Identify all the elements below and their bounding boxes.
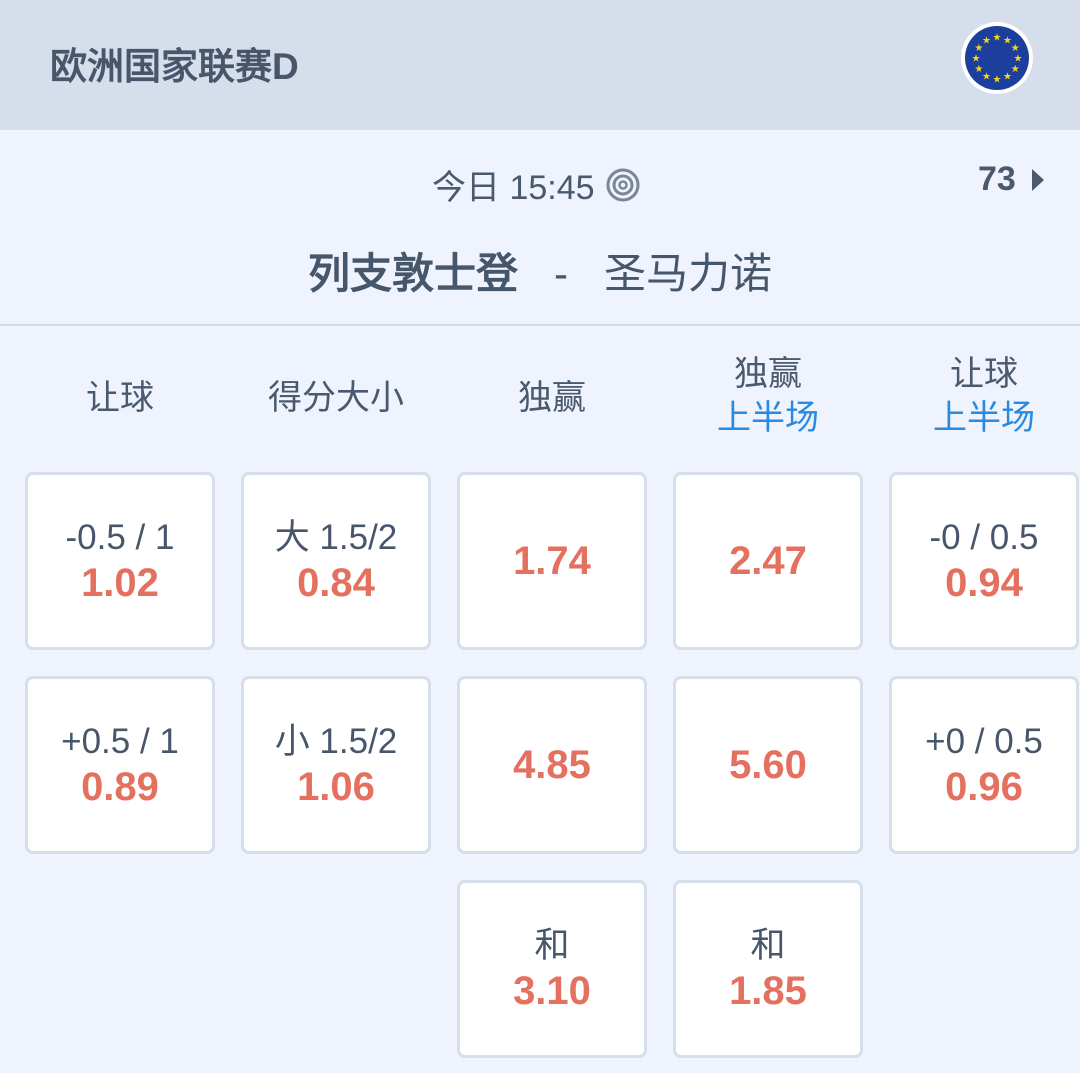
svg-text:★: ★ (1003, 72, 1012, 83)
odds-cell[interactable]: 4.85 (457, 676, 647, 854)
odds-value: 1.74 (513, 539, 591, 583)
odds-value: 0.96 (945, 765, 1023, 809)
match-time: 今日 15:45 (432, 160, 641, 209)
column-subtitle: 上半场 (717, 399, 819, 437)
column-title: 让球 (86, 379, 154, 417)
odds-cell[interactable]: +0.5 / 1 0.89 (25, 676, 215, 854)
odds-cell[interactable]: 大 1.5/2 0.84 (241, 472, 431, 650)
svg-text:★: ★ (1011, 64, 1020, 75)
handicap-line: -0.5 / 1 (65, 518, 175, 557)
league-title: 欧洲国家联赛D (50, 46, 299, 87)
svg-text:★: ★ (993, 75, 1002, 86)
handicap-line: -0 / 0.5 (929, 518, 1039, 557)
away-team: 圣马力诺 (604, 250, 773, 297)
odds-cell[interactable]: -0 / 0.5 0.94 (889, 472, 1079, 650)
column-header: 让球 上半场 (889, 352, 1079, 440)
column-header: 得分大小 (241, 376, 431, 420)
odds-value: 0.84 (297, 561, 375, 605)
handicap-line: +0.5 / 1 (61, 722, 179, 761)
svg-text:★: ★ (1011, 43, 1020, 54)
odds-cell[interactable]: 小 1.5/2 1.06 (241, 676, 431, 854)
column-title: 让球 (950, 355, 1018, 393)
column-title: 独赢 (518, 379, 586, 417)
chevron-right-icon (1031, 168, 1044, 191)
svg-text:★: ★ (982, 35, 991, 46)
match-time-text: 今日 15:45 (432, 169, 595, 207)
odds-cell[interactable]: 2.47 (673, 472, 863, 650)
odds-cell[interactable]: 和 1.85 (673, 880, 863, 1058)
header: 欧洲国家联赛D ★ ★ ★ ★ ★ ★ ★ ★ ★ ★ ★ ★ (0, 0, 1080, 130)
odds-cell[interactable]: -0.5 / 1 1.02 (25, 472, 215, 650)
divider (0, 324, 1080, 326)
teams: 列支敦士登 - 圣马力诺 (0, 240, 1080, 301)
more-markets-count: 73 (978, 160, 1016, 198)
odds-value: 0.94 (945, 561, 1023, 605)
eu-flag-icon: ★ ★ ★ ★ ★ ★ ★ ★ ★ ★ ★ ★ (961, 22, 1033, 94)
odds-value: 1.06 (297, 765, 375, 809)
svg-text:★: ★ (972, 54, 981, 65)
odds-value: 0.89 (81, 765, 159, 809)
odds-value: 3.10 (513, 969, 591, 1013)
more-markets-button[interactable]: 73 (978, 160, 1044, 199)
handicap-line: 和 (750, 926, 786, 965)
odds-cell[interactable]: 和 3.10 (457, 880, 647, 1058)
svg-text:★: ★ (993, 33, 1002, 44)
odds-value: 2.47 (729, 539, 807, 583)
column-title: 得分大小 (268, 379, 404, 417)
column-subtitle: 上半场 (933, 399, 1035, 437)
odds-value: 1.02 (81, 561, 159, 605)
svg-text:★: ★ (982, 72, 991, 83)
odds-cell[interactable]: 5.60 (673, 676, 863, 854)
svg-text:★: ★ (1014, 54, 1023, 65)
odds-value: 1.85 (729, 969, 807, 1013)
column-header: 独赢 (457, 376, 647, 420)
column-header: 独赢 上半场 (673, 352, 863, 440)
svg-text:★: ★ (1003, 35, 1012, 46)
svg-text:★: ★ (974, 43, 983, 54)
svg-text:★: ★ (974, 64, 983, 75)
handicap-line: 大 1.5/2 (274, 518, 398, 557)
home-team: 列支敦士登 (307, 250, 518, 297)
odds-value: 4.85 (513, 743, 591, 787)
handicap-line: 小 1.5/2 (274, 722, 398, 761)
handicap-line: 和 (534, 926, 570, 965)
team-separator: - (554, 250, 568, 297)
odds-cell[interactable]: 1.74 (457, 472, 647, 650)
handicap-line: +0 / 0.5 (925, 722, 1043, 761)
live-target-icon (606, 168, 640, 201)
odds-cell[interactable]: +0 / 0.5 0.96 (889, 676, 1079, 854)
column-title: 独赢 (734, 355, 802, 393)
odds-value: 5.60 (729, 743, 807, 787)
column-header: 让球 (25, 376, 215, 420)
